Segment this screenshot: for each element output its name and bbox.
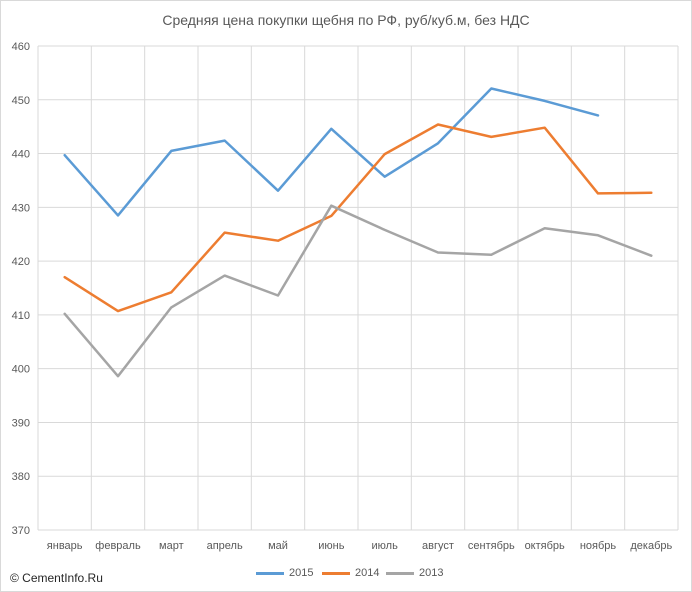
y-tick-label: 440 (12, 149, 30, 161)
y-axis-tick-labels: 370 380 390 400 410 420 430 440 450 460 (12, 41, 30, 537)
legend-swatch-2014 (322, 571, 350, 575)
y-tick-label: 410 (12, 310, 30, 322)
x-tick-label-8: август (422, 540, 454, 552)
x-tick-label-2: февраль (95, 540, 141, 552)
copyright-text: © CementInfo.Ru (10, 571, 103, 585)
x-tick-label-3: март (159, 540, 184, 552)
x-tick-label-10: октябрь (525, 540, 565, 552)
legend-item-2014: 2014 (322, 565, 379, 581)
y-tick-label: 450 (12, 95, 30, 107)
legend-item-2015: 2015 (256, 565, 313, 581)
gridlines (37, 45, 679, 531)
series-line-2013 (63, 204, 653, 378)
legend-label-2015: 2015 (289, 567, 314, 579)
legend-swatch-2015 (256, 571, 284, 575)
y-tick-label: 460 (12, 41, 30, 53)
x-tick-label-4: апрель (207, 540, 243, 552)
y-tick-label: 370 (12, 525, 30, 537)
x-tick-label-6: июнь (318, 540, 344, 552)
legend-label-2014: 2014 (355, 567, 380, 579)
y-tick-label: 380 (12, 471, 30, 483)
legend: 2015 2014 2013 (0, 565, 692, 581)
x-tick-label-7: июль (372, 540, 399, 552)
x-tick-label-9: сентябрь (468, 540, 515, 552)
legend-label-2013: 2013 (419, 567, 444, 579)
x-tick-label-5: май (268, 540, 288, 552)
y-tick-label: 390 (12, 417, 30, 429)
series-lines (63, 87, 653, 378)
legend-item-2013: 2013 (386, 565, 443, 581)
x-tick-label-11: ноябрь (580, 540, 617, 552)
chart-title: Средняя цена покупки щебня по РФ, руб/ку… (162, 12, 530, 28)
x-tick-label-1: январь (47, 540, 83, 552)
series-line-2014 (63, 123, 653, 313)
series-line-2015 (63, 87, 600, 217)
x-axis-tick-labels: январь февраль март апрель май июнь июль август… (47, 540, 673, 552)
y-tick-label: 400 (12, 364, 30, 376)
x-tick-label-12: декабрь (630, 540, 672, 552)
y-tick-label: 430 (12, 202, 30, 214)
legend-swatch-2013 (386, 571, 414, 575)
y-tick-label: 420 (12, 256, 30, 268)
